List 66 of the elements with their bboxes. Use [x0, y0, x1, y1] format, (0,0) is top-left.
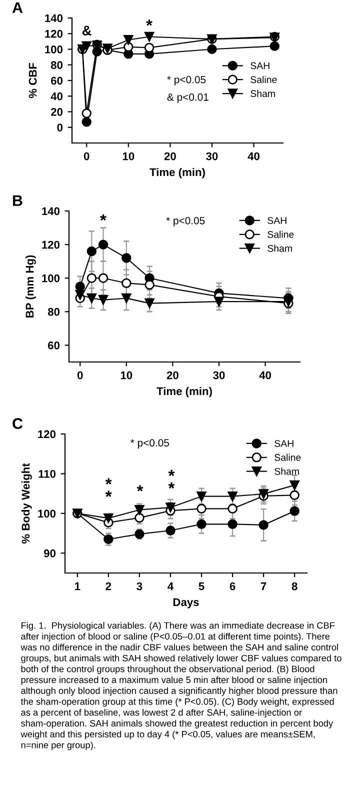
x-tick-label: 0	[77, 371, 83, 380]
x-tick-label: 40	[259, 371, 272, 380]
x-tick-label: 40	[248, 152, 260, 160]
legend-label: SAH	[268, 217, 286, 224]
y-tick-label: 80	[50, 61, 63, 70]
x-tick-label: 3	[136, 582, 142, 590]
x-tick-label: 30	[213, 371, 225, 380]
y-tick-label: 100	[45, 46, 63, 54]
legend-label: Saline	[250, 76, 277, 84]
x-tick-label: 20	[164, 152, 176, 160]
annotation: * p<0.05	[167, 76, 206, 86]
y-tick-label: 60	[48, 341, 60, 350]
x-tick-label: 5	[198, 582, 204, 590]
annotation: * p<0.05	[166, 216, 205, 226]
y-tick-label: 120	[45, 30, 63, 38]
legend-label: Saline	[268, 230, 294, 238]
x-tick-label: 8	[292, 582, 298, 590]
annotation: &	[82, 26, 92, 36]
annotation: * p<0.05	[130, 439, 169, 449]
annotation: *	[136, 485, 144, 492]
x-tick-label: 4	[168, 582, 174, 590]
y-tick-label: 60	[51, 76, 63, 85]
x-tick-label: 1	[75, 582, 80, 590]
legend-label: SAH	[250, 62, 270, 70]
text: Fig. 1. Physiological variables. (A) There was an immediate decrease in CBF after injection of blood or saline (P<0.05–0.01 at different time points). There was no difference in the nadir CBF values between the SAH and saline control groups, but animals with SAH showed relatively lower CBF values compared to both of the control groups throughout the observational period. (B) Blood pressure increased to a maximum value 5 min after blood or saline injection although only blood injection caused a significantly higher blood pressure than the sham-operation group at this time (* P<0.05). (C) Body weight, expressed as a percent of baseline, was lowest 2 d after SAH, saline-injection or sham-operation. SAH animals showed the greatest reduction in percent body weight and this persisted up to day 4 (* P<0.05, values are means±SEM, n=nine per group).	[20, 622, 342, 750]
x-tick-label: 30	[206, 152, 218, 160]
legend-label: SAH	[274, 440, 294, 447]
y-tick-label: 140	[45, 14, 63, 22]
y-axis-title: % Body Weight	[21, 463, 32, 544]
x-tick-label: 0	[84, 152, 90, 160]
chart-title: B	[13, 195, 22, 206]
annotation: *	[105, 478, 112, 484]
chart-title: A	[12, 2, 23, 13]
y-tick-label: 120	[42, 240, 60, 249]
y-tick-label: 0	[57, 124, 63, 132]
legend-label: Saline	[274, 454, 301, 461]
annotation: *	[105, 490, 112, 497]
annotation: *	[168, 482, 175, 489]
legend-label: Sham	[250, 90, 275, 98]
x-tick-label: 10	[122, 152, 134, 160]
annotation: *	[146, 20, 152, 26]
y-tick-label: 80	[48, 308, 60, 316]
y-tick-label: 40	[50, 92, 63, 100]
y-tick-label: 140	[42, 207, 60, 216]
y-tick-label: 20	[51, 108, 63, 116]
x-axis-title: Time (min)	[150, 168, 205, 178]
x-axis-title: Days	[173, 598, 199, 608]
x-tick-label: 7	[260, 582, 266, 590]
legend-label: Sham	[274, 468, 299, 475]
x-tick-label: 2	[106, 582, 112, 590]
y-tick-label: 90	[44, 549, 56, 558]
y-tick-label: 100	[38, 510, 56, 518]
legend-label: Sham	[268, 244, 292, 252]
chart-title: C	[12, 418, 23, 429]
annotation: *	[100, 214, 106, 221]
x-tick-label: 20	[166, 371, 178, 380]
y-tick-label: 100	[42, 274, 60, 282]
x-tick-label: 6	[230, 582, 236, 590]
x-tick-label: 10	[120, 371, 132, 380]
y-tick-label: 120	[38, 430, 56, 438]
x-axis-title: Time (min)	[156, 386, 212, 398]
y-axis-title: % CBF	[28, 63, 37, 98]
y-axis-title: BP (mm Hg)	[25, 255, 36, 318]
annotation: *	[168, 470, 175, 476]
y-tick-label: 110	[38, 470, 56, 478]
annotation: & p<0.01	[167, 93, 208, 103]
